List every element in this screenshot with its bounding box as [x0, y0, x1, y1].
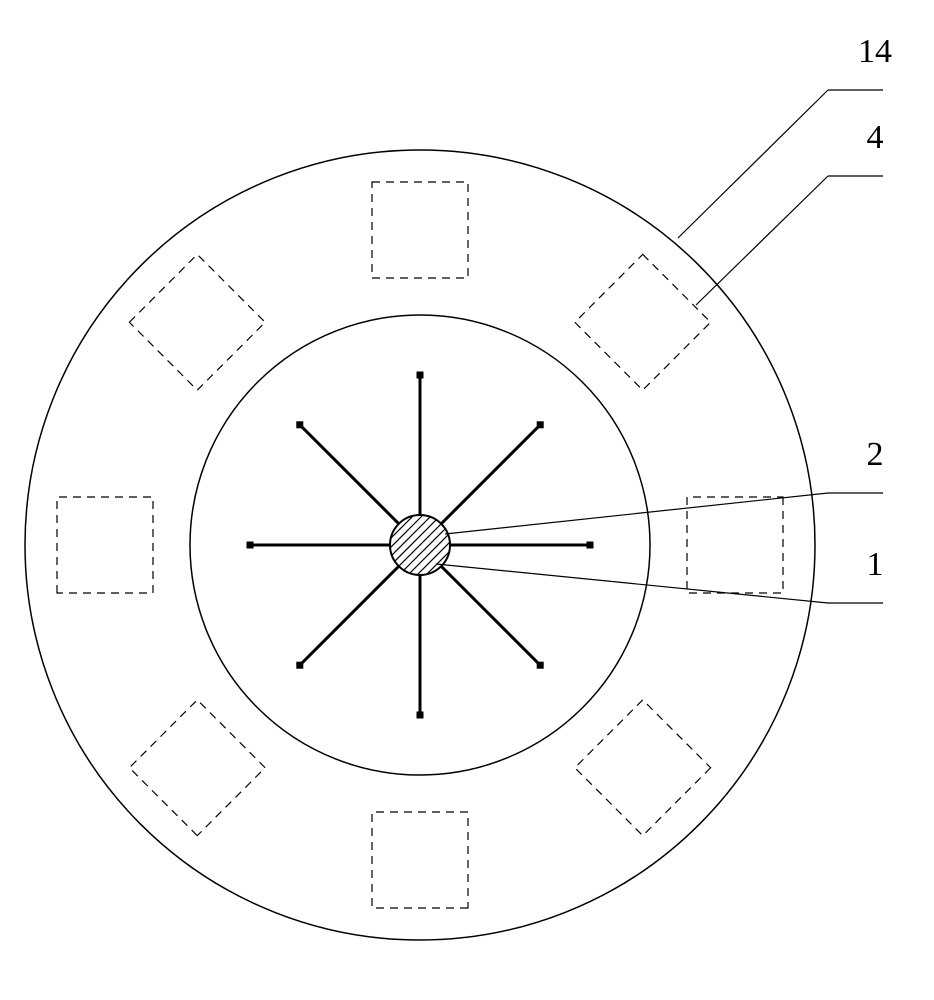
outer-square	[372, 812, 468, 908]
label-text: 14	[858, 33, 892, 70]
outer-square	[687, 497, 783, 593]
spoke-end-marker	[537, 421, 544, 428]
outer-square	[57, 497, 153, 593]
spoke-end-marker	[587, 542, 594, 549]
spoke-end-marker	[296, 662, 303, 669]
outer-square	[129, 254, 265, 390]
technical-diagram: 14 4 2 1	[0, 0, 934, 1000]
spoke-end-marker	[417, 372, 424, 379]
diagram-svg: 14 4 2 1	[0, 0, 934, 1000]
spoke-end-marker	[417, 712, 424, 719]
label-1: 1	[436, 546, 884, 603]
label-14: 14	[678, 33, 892, 238]
outer-square	[372, 182, 468, 278]
label-text: 4	[867, 119, 884, 156]
outer-square	[129, 700, 265, 836]
label-4: 4	[696, 119, 884, 305]
label-text: 1	[867, 546, 884, 583]
label-text: 2	[867, 436, 884, 473]
outer-square	[575, 700, 711, 836]
spoke-end-marker	[247, 542, 254, 549]
label-2: 2	[445, 436, 884, 534]
spoke-end-marker	[296, 421, 303, 428]
spoke-end-marker	[537, 662, 544, 669]
outer-square	[575, 254, 711, 390]
